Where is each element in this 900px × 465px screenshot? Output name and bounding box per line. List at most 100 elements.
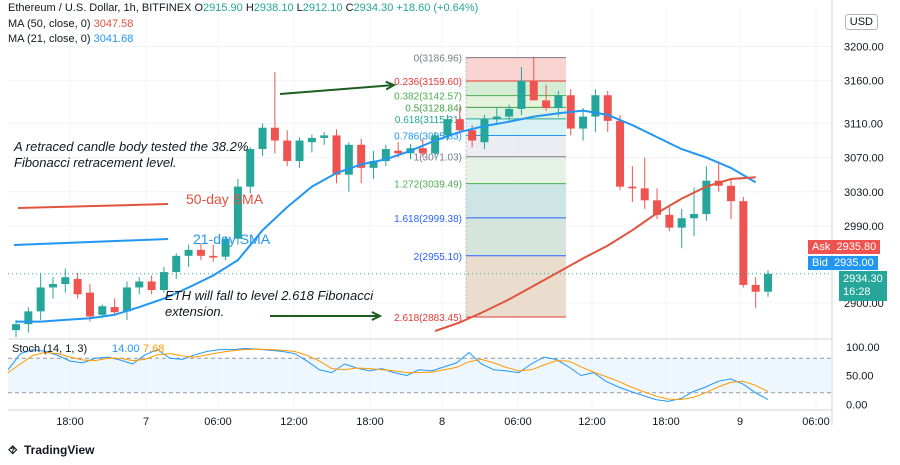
candle-body (98, 306, 107, 315)
candle-body (233, 186, 242, 239)
candle-body (677, 218, 686, 228)
candle-body (739, 201, 748, 285)
candle-body (702, 180, 711, 214)
tradingview-logo[interactable]: ⯑ TradingView (8, 443, 94, 458)
candle-body (122, 287, 131, 312)
candle-body (443, 119, 452, 136)
time-axis-tick: 8 (439, 416, 445, 428)
candle-body (36, 287, 45, 312)
ohlc-high: 2938.10 (253, 2, 294, 14)
price-axis-tick: 3110.00 (844, 118, 883, 130)
candle-body (603, 95, 612, 121)
ohlc-low: 2912.10 (302, 2, 343, 14)
time-axis-tick: 06:00 (204, 416, 232, 428)
candle-body (12, 324, 20, 331)
ma50-value: 3047.58 (93, 18, 134, 30)
price-axis-tick: 3070.00 (844, 153, 884, 165)
candle-body (431, 135, 440, 154)
ma21-value: 3041.68 (93, 33, 134, 45)
fib-level-label: 0.5(3128.84) (405, 103, 462, 114)
stoch-band-fill (8, 358, 832, 393)
candle-body (295, 140, 304, 162)
candle-body (357, 144, 366, 168)
candle-body (48, 284, 57, 288)
stoch-title: Stoch (14, 1, 3) (12, 343, 87, 355)
fib-zone (466, 57, 566, 82)
ohlc-close: 2934.30 (353, 2, 394, 14)
retrace-annotation: A retraced candle body tested the 38.2% … (14, 139, 248, 171)
retrace-line-1: A retraced candle body tested the 38.2% (14, 139, 249, 154)
candle-body (24, 311, 33, 325)
fall-line-1: ETH will fall to level 2.618 Fibonacci (165, 288, 374, 303)
time-axis-tick: 18:00 (56, 416, 84, 428)
candle-body (147, 281, 156, 291)
stoch-d-line (7, 348, 769, 401)
price-axis[interactable]: 100.00 50.00 0.00 3200.00 3160.00 3110.00 3070… (844, 42, 884, 412)
ma21-legend[interactable]: MA (21, close, 0) 3041.68 (8, 33, 133, 45)
candle-body (579, 116, 588, 129)
ohlc-close-label: C (345, 2, 354, 14)
candle-body (307, 137, 316, 143)
candle-body (455, 119, 464, 131)
candle-body (616, 120, 625, 187)
candle-body (640, 188, 649, 201)
stoch-k-value: 14.00 (112, 343, 140, 355)
ma50-sample-line (17, 203, 169, 209)
candle-body (468, 130, 477, 141)
candle-body (492, 116, 501, 120)
fib-level-label: 1(3071.03) (414, 153, 462, 164)
fib-zone (466, 255, 566, 317)
fib-level-label: 0.382(3142.57) (394, 92, 462, 103)
ma21-label: MA (21, close, 0) (8, 33, 91, 45)
candle-body (554, 95, 563, 109)
ask-tag: Ask 2935.80 (808, 240, 881, 254)
ma50-label: MA (50, close, 0) (8, 18, 91, 30)
fib-level-label: 0.618(3115.31) (395, 115, 462, 126)
ma21-sample-line (13, 238, 169, 246)
candle-body (517, 80, 526, 109)
fib-level-label: 0.236(3159.60) (394, 77, 462, 88)
bid-label: Bid (812, 257, 828, 269)
candle-body (159, 272, 168, 291)
candle-body (690, 213, 699, 219)
fib-level-label: 2(2955.10) (414, 252, 462, 263)
fib-level-label: 0.786(3095.83) (394, 132, 462, 143)
time-axis-tick: 18:00 (652, 416, 680, 428)
fibonacci-extension-tool[interactable]: 0(3186.96)0.236(3159.60)0.382(3142.57)0.… (394, 54, 566, 324)
time-axis-tick: 7 (143, 416, 149, 428)
bar-countdown: 16:28 (843, 286, 871, 298)
candle-body (332, 135, 341, 175)
currency-button[interactable]: USD (844, 14, 878, 30)
ma50-legend[interactable]: MA (50, close, 0) 3047.58 (8, 18, 133, 30)
candlesticks (12, 56, 772, 337)
candle-body (665, 214, 674, 228)
stochastic-pane: Stoch (14, 1, 3) 14.00 7.68 (7, 343, 832, 402)
ma21-line (16, 109, 757, 323)
candle-body (727, 185, 736, 202)
candle-body (196, 249, 205, 256)
fib-zone (466, 183, 566, 218)
price-axis-tick: 2990.00 (844, 221, 884, 233)
retrace-arrow (279, 84, 395, 95)
ask-label: Ask (812, 241, 831, 253)
candle-body (320, 135, 329, 138)
time-axis-tick: 18:00 (356, 416, 384, 428)
candle-body (505, 108, 514, 117)
bid-value: 2935.00 (834, 257, 874, 269)
price-axis-tick: 3030.00 (844, 187, 884, 199)
time-axis[interactable]: 18:00 7 06:00 12:00 18:00 8 06:00 12:00 18:00 9 06… (56, 416, 830, 428)
fib-zone (466, 95, 566, 108)
ma21-annotation: 21-day SMA (193, 231, 271, 247)
candle-body (480, 119, 489, 143)
fall-annotation: ETH will fall to level 2.618 Fibonacci e… (165, 288, 373, 320)
ohlc-open-label: O (194, 2, 204, 14)
price-axis-tick: 3160.00 (844, 76, 884, 88)
time-axis-tick: 06:00 (802, 416, 830, 428)
last-price-tag: 2934.30 16:28 (839, 271, 887, 301)
candle-body (628, 186, 637, 189)
price-axis-tick: 3200.00 (844, 42, 884, 54)
candle-body (209, 255, 218, 258)
candle-body (344, 144, 353, 175)
candle-body (369, 161, 378, 168)
